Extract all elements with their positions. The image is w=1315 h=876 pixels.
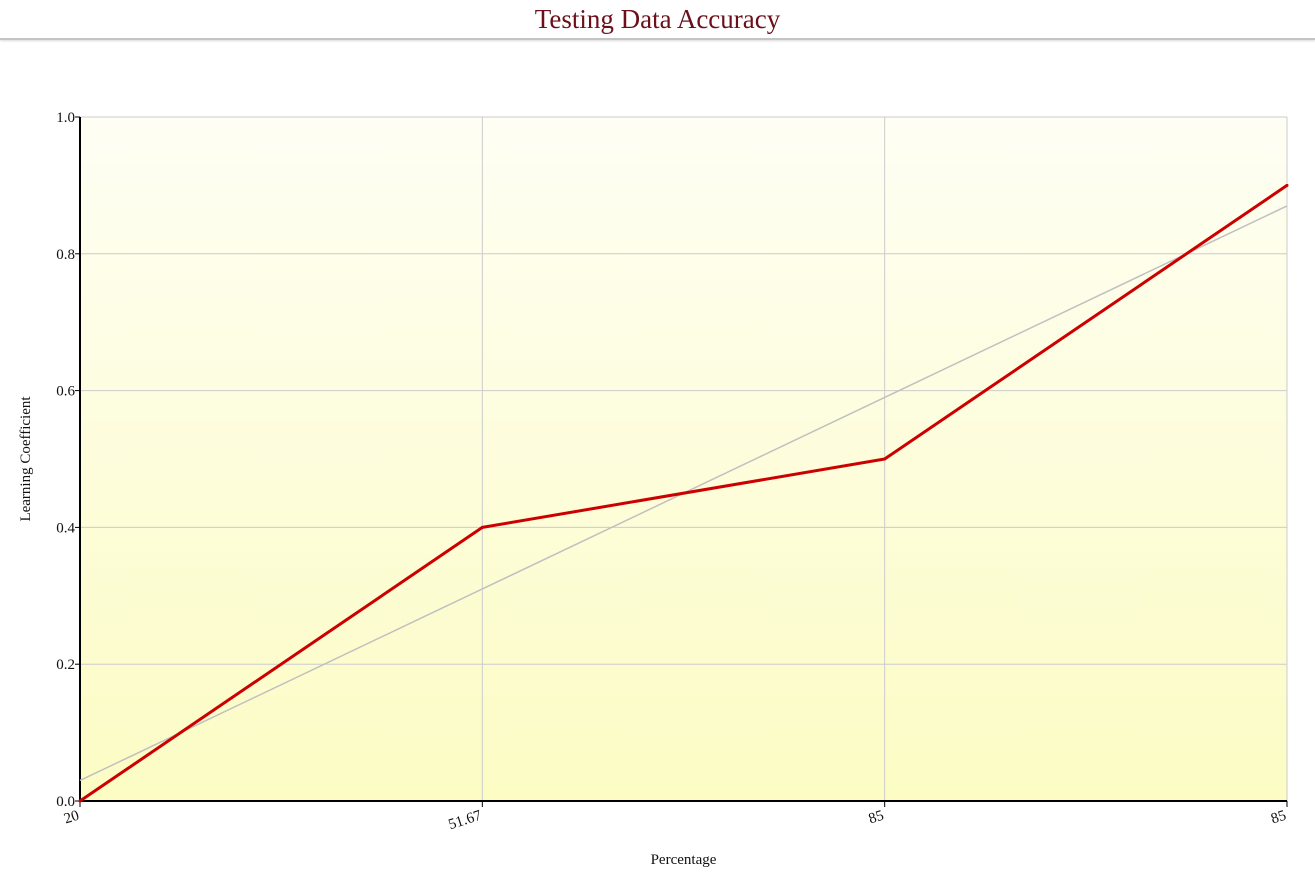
y-tick-label: 0.2 [56, 657, 75, 673]
x-tick-label: 51.67 [447, 807, 485, 833]
x-tick-label: 20 [62, 808, 81, 828]
plot-area [80, 117, 1287, 801]
y-tick-label: 0.8 [56, 247, 75, 263]
y-tick-label: 1.0 [56, 110, 75, 126]
x-tick-label: 85 [1269, 808, 1288, 828]
y-tick-label: 0.0 [56, 794, 75, 810]
x-tick-label: 85 [867, 808, 886, 828]
chart-title: Testing Data Accuracy [534, 4, 781, 34]
data-point [883, 457, 887, 461]
y-axis-label: Learning Coefficient [18, 396, 34, 522]
x-axis-label: Percentage [651, 852, 717, 868]
series-layer [78, 183, 1289, 803]
data-point [78, 799, 82, 803]
chart-header: Testing Data Accuracy [0, 0, 1315, 40]
axes [79, 117, 1287, 802]
data-point [1285, 183, 1289, 187]
y-tick-label: 0.6 [56, 384, 75, 400]
series-line [79, 184, 1288, 803]
data-point [480, 525, 484, 529]
y-tick-label: 0.4 [56, 520, 75, 536]
